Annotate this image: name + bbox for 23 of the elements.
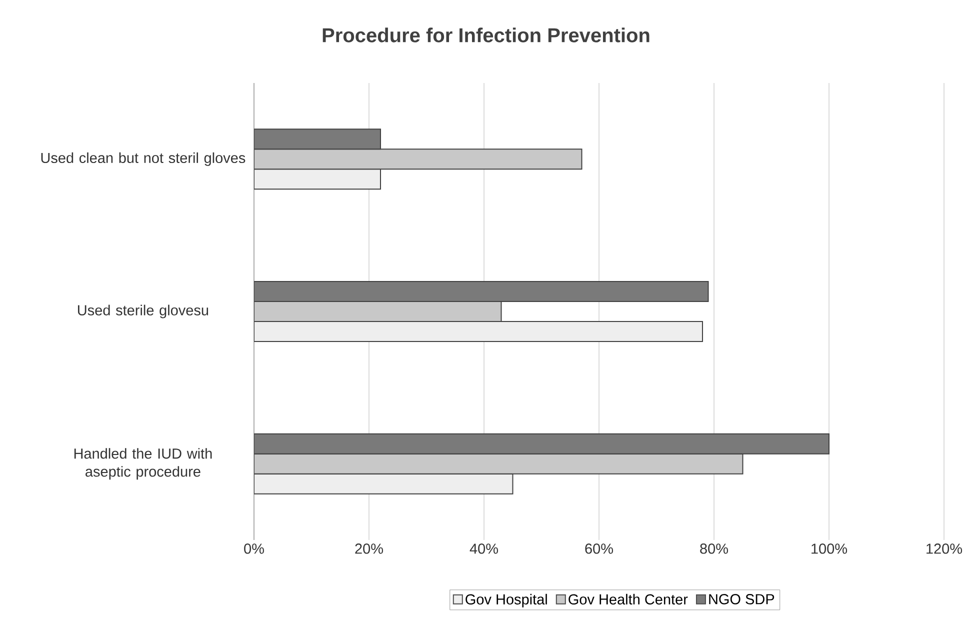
bar bbox=[254, 453, 744, 474]
bar bbox=[254, 301, 502, 322]
x-tick-label: 60% bbox=[585, 544, 614, 554]
x-tick-label: 0% bbox=[244, 544, 264, 554]
bar bbox=[254, 148, 582, 170]
bar bbox=[254, 168, 381, 190]
x-tick-label: 120% bbox=[926, 544, 962, 554]
x-tick-label: 100% bbox=[812, 544, 848, 554]
bar bbox=[254, 281, 709, 302]
bar bbox=[254, 321, 704, 342]
legend-label: Gov Health Center bbox=[568, 594, 688, 605]
chart-title: Procedure for Infection Prevention bbox=[322, 28, 650, 42]
x-tick-label: 40% bbox=[470, 544, 498, 554]
bar bbox=[254, 473, 514, 494]
y-tick-label: Used clean but not steril gloves bbox=[41, 152, 246, 166]
y-tick-label: Used sterile glovesu bbox=[78, 304, 208, 318]
legend-label: NGO SDP bbox=[709, 594, 774, 604]
legend-label: Gov Hospital bbox=[466, 594, 547, 608]
x-tick-label: 20% bbox=[355, 544, 384, 554]
bar bbox=[254, 433, 830, 454]
y-tick-label: Handled the IUD with aseptic procedure bbox=[74, 448, 212, 480]
x-tick-label: 80% bbox=[700, 544, 728, 554]
bar bbox=[254, 128, 381, 150]
